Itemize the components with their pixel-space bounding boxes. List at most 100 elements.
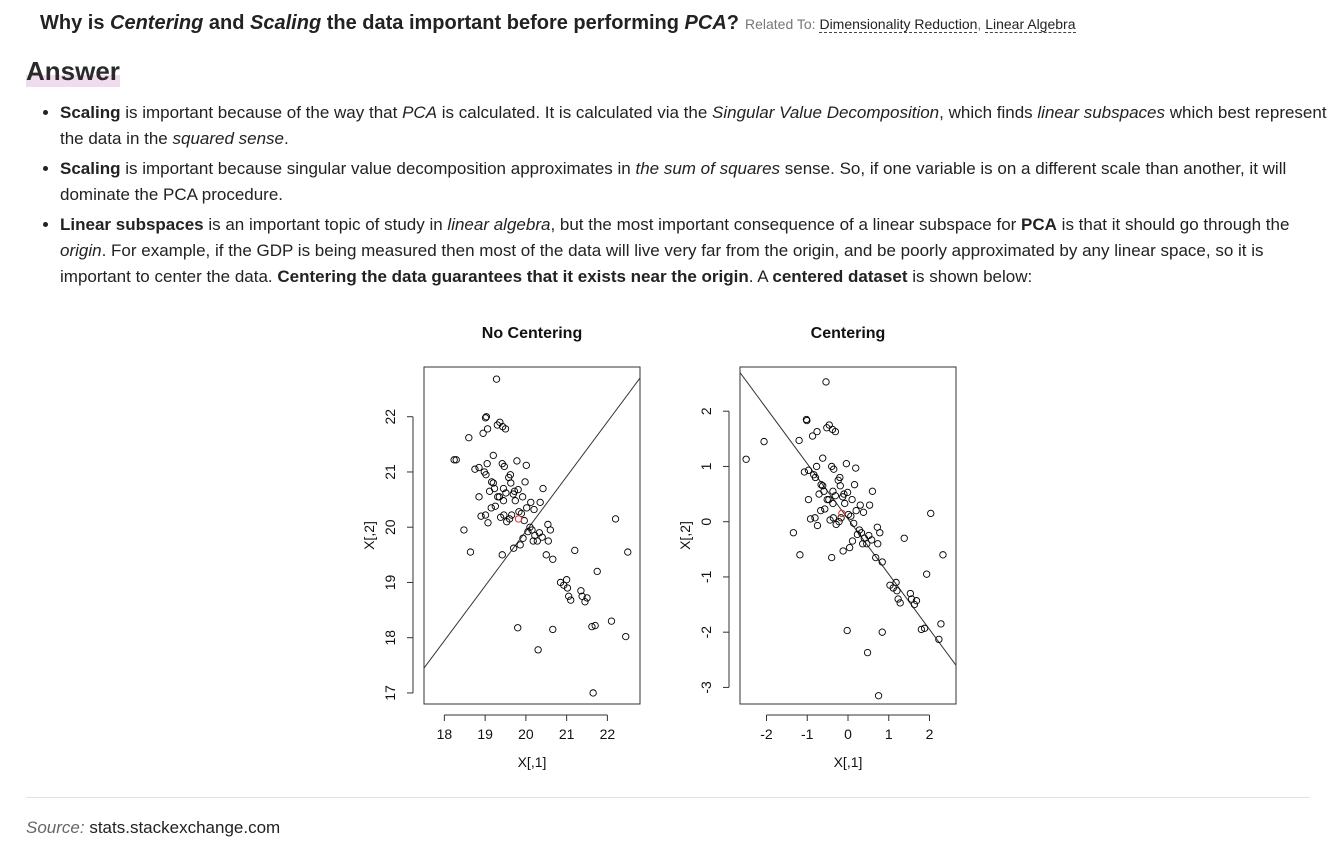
data-point: [840, 490, 848, 498]
data-point: [593, 567, 601, 576]
answer-bullet-2-text: the sum of squares: [635, 159, 781, 178]
data-point: [567, 596, 575, 604]
data-point: [549, 625, 557, 634]
data-point: [874, 692, 883, 700]
data-point: [859, 508, 868, 516]
answer-bullet-3-text: is an important topic of study in: [203, 215, 448, 234]
data-point: [507, 511, 516, 519]
x-axis-label: X[,1]: [518, 754, 547, 770]
data-point: [510, 544, 518, 552]
data-point: [927, 509, 935, 518]
principal-axis-line: [424, 377, 640, 669]
source-line: Source: stats.stackexchange.com: [26, 818, 280, 838]
data-point: [589, 689, 597, 697]
data-point: [939, 551, 947, 559]
data-point: [477, 512, 485, 520]
y-tick-label: -1: [698, 570, 714, 583]
answer-bullet-1: Scaling is important because of the way …: [60, 100, 1330, 152]
data-point: [795, 436, 803, 445]
data-point: [519, 534, 527, 542]
y-tick-label: 1: [698, 462, 714, 470]
data-point: [848, 537, 857, 545]
divider: [26, 797, 1310, 798]
data-point: [829, 487, 837, 495]
data-point: [588, 623, 596, 631]
x-tick-label: -1: [801, 726, 814, 742]
scatter-plot-2: Centering -2 -1 0 1 2 X[,1] -3 -2 -1 0 1 2 X[,2]: [677, 325, 957, 770]
data-point: [850, 481, 859, 489]
data-point: [867, 536, 876, 544]
data-point: [850, 519, 858, 527]
data-point: [837, 514, 845, 522]
data-point: [514, 485, 522, 494]
data-point: [876, 529, 884, 537]
question-term-pca: PCA: [684, 12, 727, 34]
plot-data-layer: [740, 372, 956, 700]
data-point: [937, 620, 945, 628]
answer-bullet-3-text: Centering the data guarantees that it ex…: [277, 267, 749, 286]
data-point: [524, 527, 532, 536]
data-point: [828, 462, 836, 471]
x-tick-label: 2: [926, 726, 934, 742]
answer-bullet-3-text: is shown below:: [907, 267, 1033, 286]
data-point: [935, 635, 943, 644]
data-point: [571, 546, 579, 555]
answer-bullet-1-text: , which finds: [939, 103, 1038, 122]
data-point: [831, 492, 840, 500]
x-tick-label: 20: [518, 726, 534, 742]
answer-bullet-1-text: squared sense: [172, 129, 285, 148]
data-point: [857, 529, 866, 537]
answer-bullet-1-text: which best represent the data in the: [60, 103, 1327, 148]
data-point: [482, 413, 491, 421]
data-point: [465, 434, 473, 442]
answer-bullet-2-text: sense. So, if one variable is on a diffe…: [60, 159, 1287, 204]
answer-bullet-3-text: centered dataset: [772, 267, 908, 286]
data-point: [831, 427, 840, 436]
data-point: [498, 551, 506, 559]
data-point: [742, 455, 750, 463]
data-point: [907, 595, 916, 603]
data-point: [920, 624, 929, 632]
data-point: [813, 427, 821, 436]
answer-bullet-1-text: is important because of the way that: [120, 103, 403, 122]
answer-bullet-3-text: origin: [60, 241, 102, 260]
data-point: [917, 625, 926, 634]
related-link-dimensionality-reduction[interactable]: Dimensionality Reduction: [819, 16, 978, 33]
data-point: [819, 454, 827, 462]
related-link-linear-algebra[interactable]: Linear Algebra: [985, 16, 1076, 33]
data-point: [900, 534, 908, 542]
data-point: [471, 465, 479, 473]
data-point: [577, 587, 585, 595]
plot-frame: [739, 366, 957, 705]
data-point: [591, 621, 599, 630]
data-point: [819, 482, 827, 490]
data-point: [583, 594, 591, 602]
data-point: [892, 578, 900, 587]
data-point: [817, 481, 825, 489]
x-tick-label: -2: [760, 726, 773, 742]
data-point: [538, 533, 546, 541]
data-point: [829, 499, 837, 508]
data-point: [760, 437, 768, 446]
data-point: [490, 484, 499, 493]
data-point: [563, 584, 572, 592]
y-tick-label: -2: [698, 626, 714, 639]
data-point: [811, 473, 820, 482]
y-tick-label: 18: [382, 630, 398, 646]
related-label: Related To:: [744, 16, 816, 32]
data-point: [800, 468, 809, 476]
answer-bullet-1-text: is calculated. It is calculated via the: [437, 103, 713, 122]
data-point: [822, 378, 830, 386]
data-point: [859, 540, 867, 548]
data-point: [466, 548, 475, 556]
x-tick-label: 1: [885, 726, 893, 742]
answer-bullet-3: Linear subspaces is an important topic o…: [60, 212, 1330, 290]
data-point: [808, 432, 817, 440]
data-point: [906, 589, 915, 598]
data-point: [828, 553, 836, 562]
data-point: [820, 487, 828, 495]
answer-bullet-3-text: , but the most important consequence of …: [550, 215, 1022, 234]
data-point: [856, 501, 864, 509]
data-point: [910, 600, 919, 609]
